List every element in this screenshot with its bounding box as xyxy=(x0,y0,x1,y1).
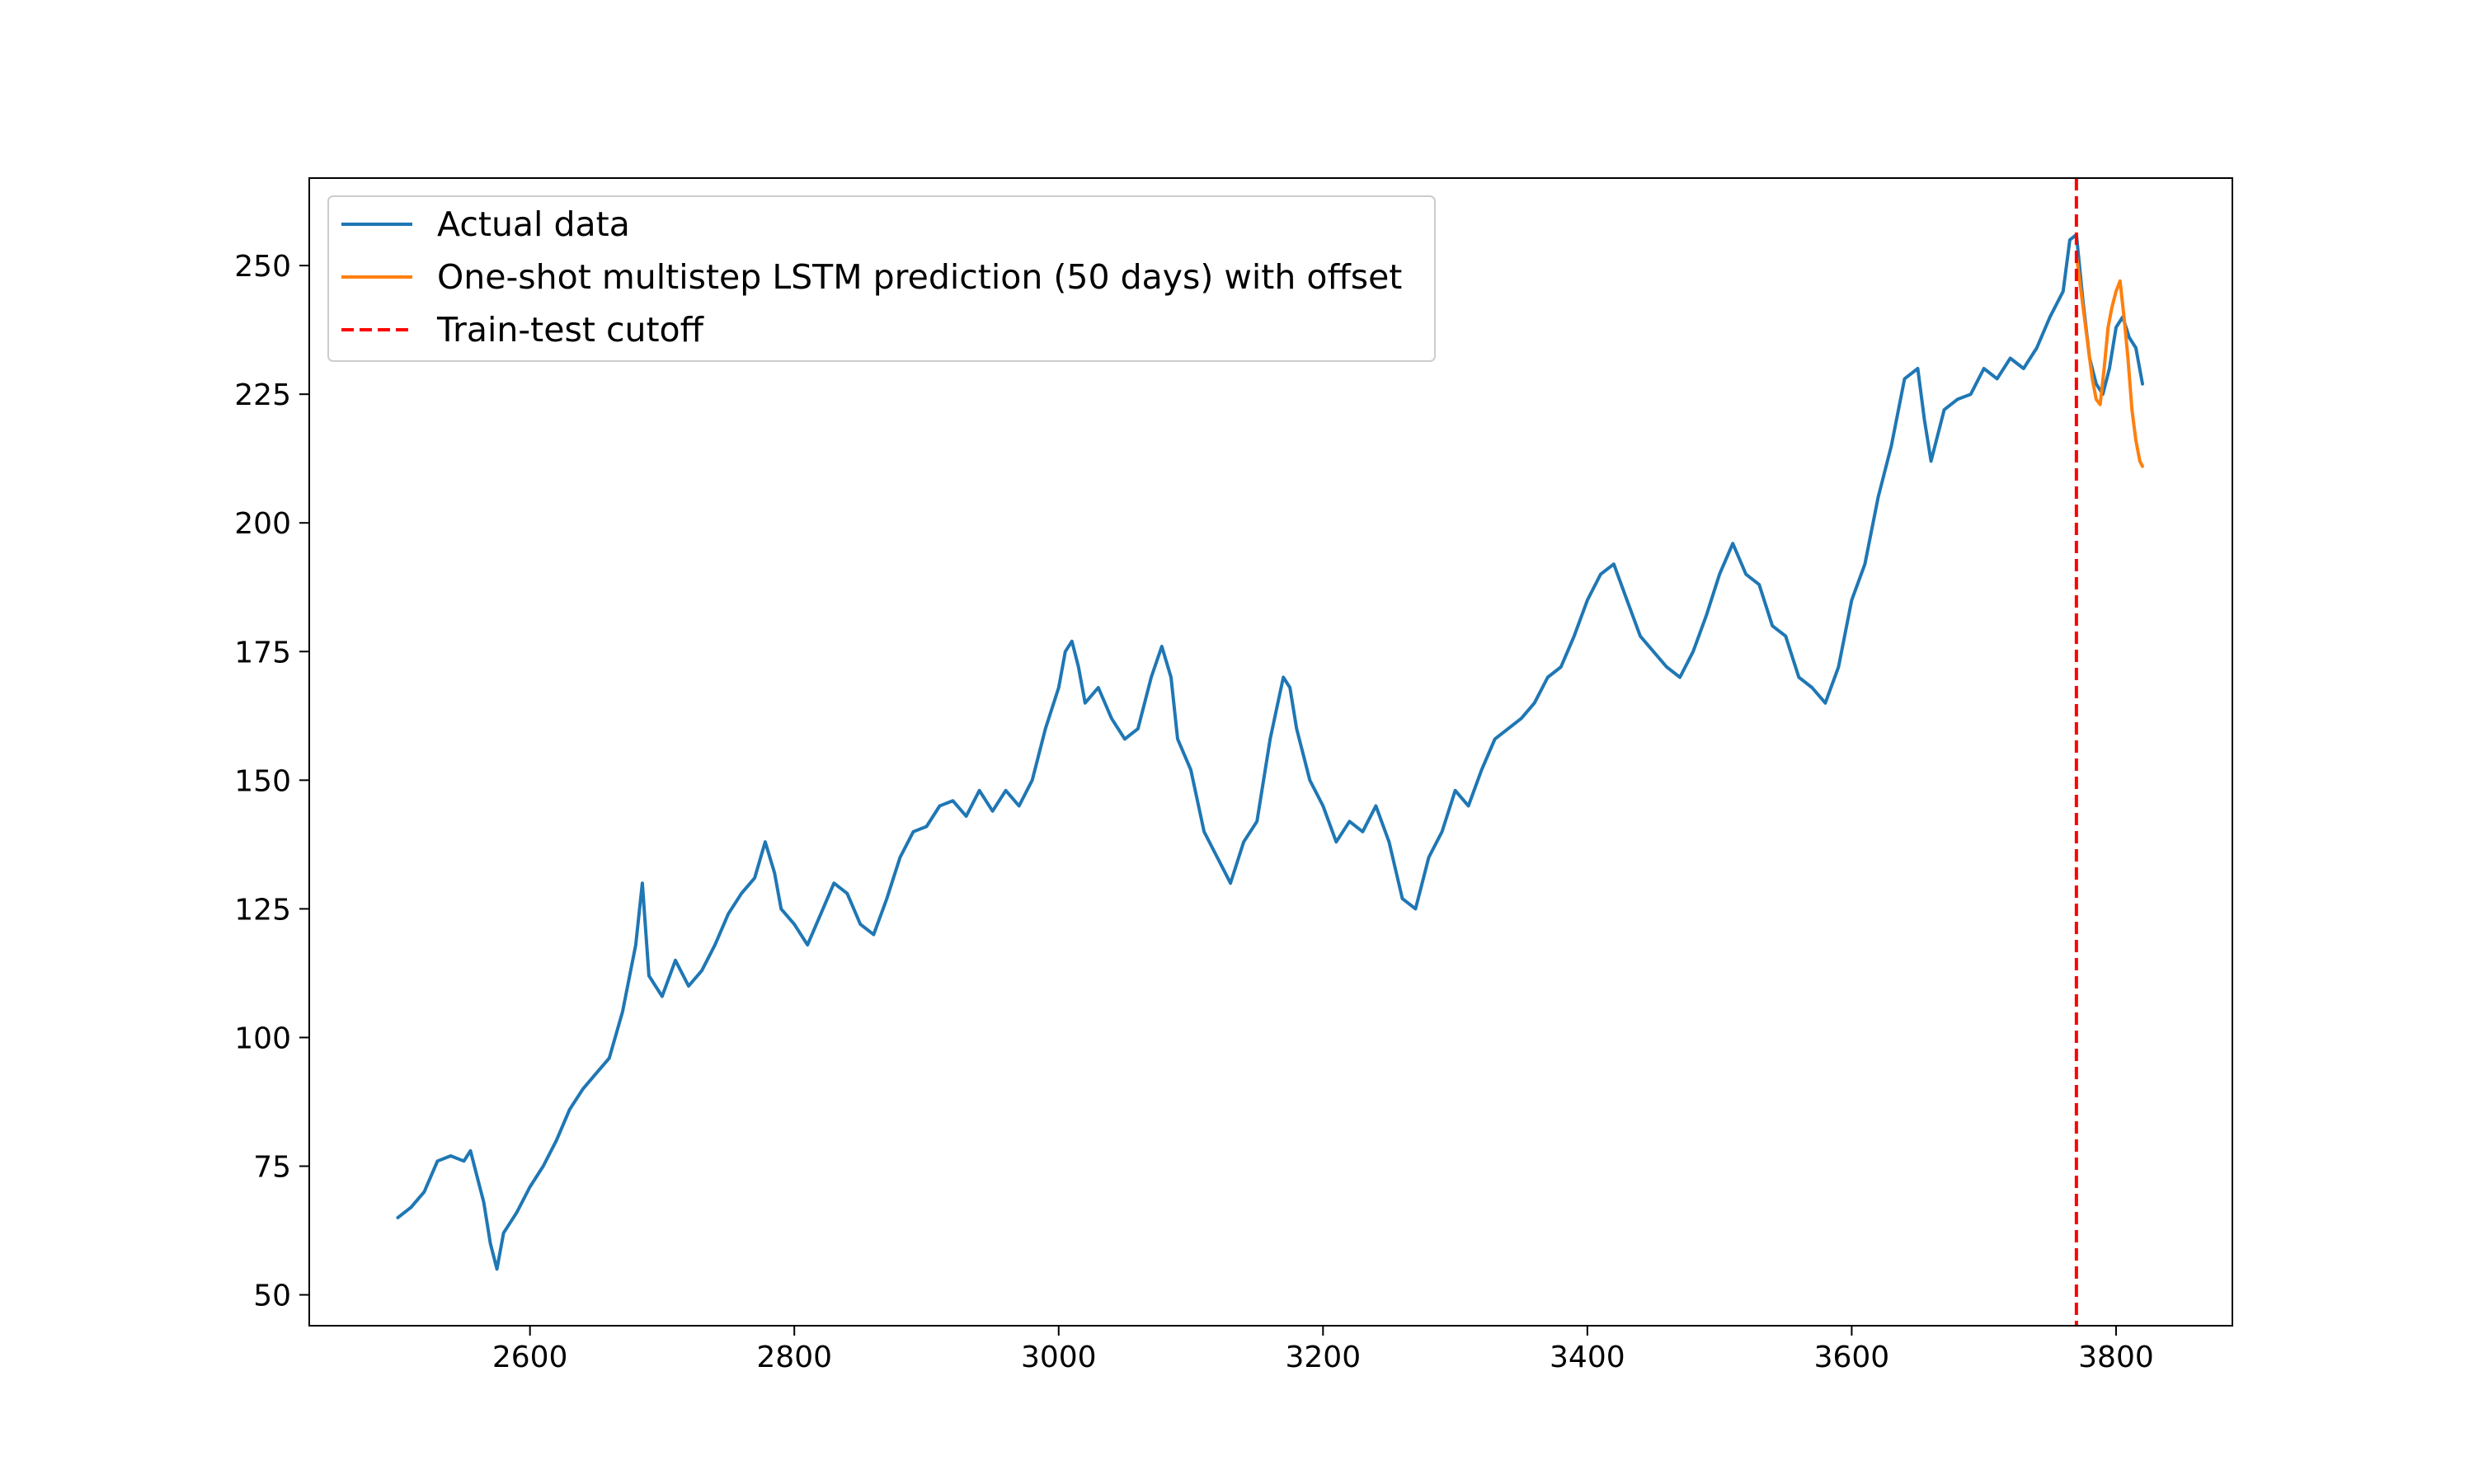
series-line-actual xyxy=(396,232,2144,1271)
legend-label-actual: Actual data xyxy=(437,204,630,244)
x-tick-label: 3200 xyxy=(1285,1341,1361,1374)
y-tick-label: 125 xyxy=(234,893,291,927)
x-tick-label: 2800 xyxy=(756,1341,832,1374)
y-tick-label: 75 xyxy=(253,1150,291,1184)
x-tick-label: 3400 xyxy=(1550,1341,1625,1374)
y-axis: 50 75 100 125 150 175 200 225 250 xyxy=(234,250,309,1313)
x-tick-label: 3000 xyxy=(1021,1341,1097,1374)
y-tick-label: 175 xyxy=(234,636,291,669)
plot-frame xyxy=(308,177,2233,1327)
legend-label-prediction: One-shot multistep LSTM prediction (50 d… xyxy=(437,257,1402,297)
series-line-prediction xyxy=(2074,253,2144,468)
x-axis: 2600 2800 3000 3200 3400 3600 3800 xyxy=(492,1326,2154,1374)
x-tick-label: 2600 xyxy=(492,1341,568,1374)
y-tick-label: 200 xyxy=(234,507,291,541)
x-tick-label: 3600 xyxy=(1814,1341,1890,1374)
series-layer xyxy=(396,232,2144,1271)
legend: Actual data One-shot multistep LSTM pred… xyxy=(327,195,1436,362)
y-tick-label: 100 xyxy=(234,1021,291,1055)
legend-box xyxy=(327,195,1436,362)
legend-label-cutoff: Train-test cutoff xyxy=(436,310,705,350)
y-tick-label: 150 xyxy=(234,764,291,798)
y-tick-label: 50 xyxy=(253,1280,291,1313)
x-tick-label: 3800 xyxy=(2078,1341,2154,1374)
y-tick-label: 225 xyxy=(234,378,291,412)
y-tick-label: 250 xyxy=(234,250,291,284)
